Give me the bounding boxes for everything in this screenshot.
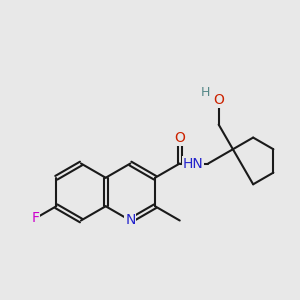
Text: F: F — [31, 212, 39, 225]
Text: H: H — [200, 86, 210, 99]
Text: HN: HN — [183, 157, 204, 170]
Text: O: O — [213, 93, 224, 107]
Text: O: O — [174, 131, 185, 146]
Text: N: N — [125, 214, 136, 227]
